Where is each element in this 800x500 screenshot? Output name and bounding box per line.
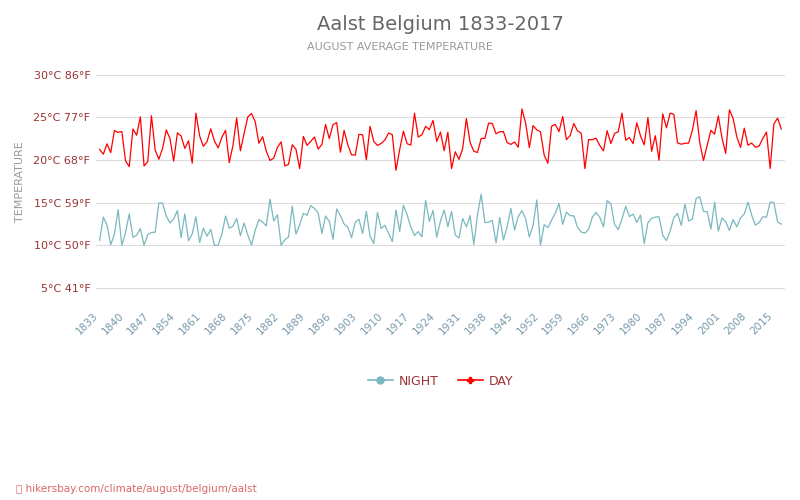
Legend: NIGHT, DAY: NIGHT, DAY — [362, 370, 518, 392]
Y-axis label: TEMPERATURE: TEMPERATURE — [15, 141, 25, 222]
Title: Aalst Belgium 1833-2017: Aalst Belgium 1833-2017 — [317, 15, 564, 34]
Text: 📍 hikersbay.com/climate/august/belgium/aalst: 📍 hikersbay.com/climate/august/belgium/a… — [16, 484, 257, 494]
Text: AUGUST AVERAGE TEMPERATURE: AUGUST AVERAGE TEMPERATURE — [307, 42, 493, 52]
